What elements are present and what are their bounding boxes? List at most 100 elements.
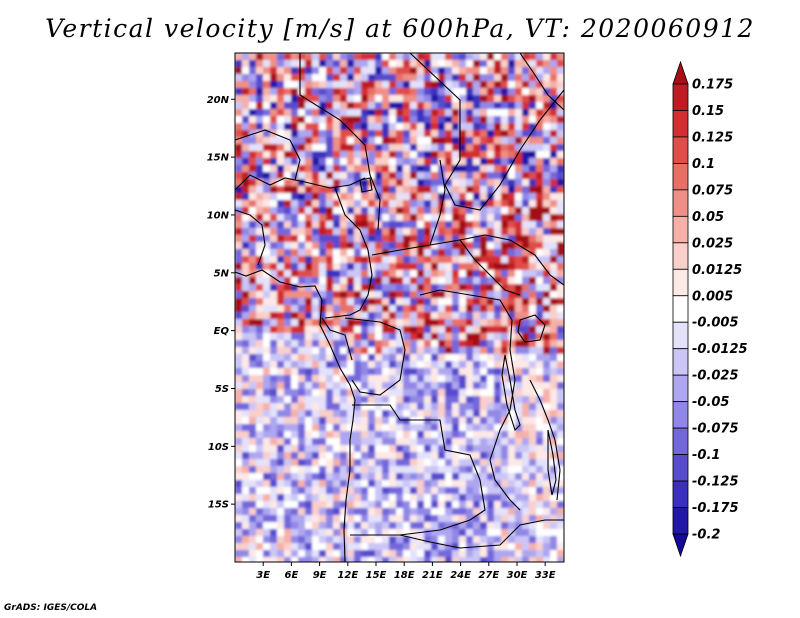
field-cell (277, 151, 285, 159)
field-cell (550, 494, 558, 502)
field-cell (438, 186, 446, 194)
field-cell (319, 417, 327, 425)
field-cell (235, 284, 243, 292)
field-cell (291, 207, 299, 215)
field-cell (431, 557, 439, 562)
field-cell (508, 130, 516, 138)
field-cell (319, 88, 327, 96)
field-cell (466, 347, 474, 355)
field-cell (445, 123, 453, 131)
colorbar-box (672, 374, 689, 403)
field-cell (487, 529, 495, 537)
field-cell (298, 494, 306, 502)
field-cell (473, 466, 481, 474)
field-cell (487, 256, 495, 264)
field-cell (522, 256, 530, 264)
field-cell (305, 536, 313, 544)
field-cell (403, 102, 411, 110)
field-cell (466, 67, 474, 75)
field-cell (438, 417, 446, 425)
field-cell (298, 242, 306, 250)
field-cell (459, 242, 467, 250)
field-cell (403, 228, 411, 236)
field-cell (473, 312, 481, 320)
field-cell (284, 312, 292, 320)
field-cell (515, 340, 523, 348)
field-cell (235, 53, 243, 61)
field-cell (410, 193, 418, 201)
field-cell (396, 291, 404, 299)
field-cell (557, 137, 564, 145)
field-cell (298, 95, 306, 103)
field-cell (459, 214, 467, 222)
field-cell (522, 95, 530, 103)
field-cell (480, 74, 488, 82)
field-cell (522, 522, 530, 530)
field-cell (242, 550, 250, 558)
field-cell (361, 543, 369, 551)
field-cell (536, 207, 544, 215)
field-cell (410, 298, 418, 306)
field-cell (312, 116, 320, 124)
field-cell (235, 529, 243, 537)
field-cell (543, 417, 551, 425)
field-cell (396, 543, 404, 551)
field-cell (529, 452, 537, 460)
field-cell (536, 494, 544, 502)
field-cell (417, 515, 425, 523)
field-cell (319, 221, 327, 229)
field-cell (389, 550, 397, 558)
field-cell (340, 375, 348, 383)
field-cell (501, 396, 509, 404)
field-cell (487, 158, 495, 166)
field-cell (333, 179, 341, 187)
field-cell (368, 221, 376, 229)
field-cell (452, 53, 460, 61)
field-cell (340, 340, 348, 348)
field-cell (319, 438, 327, 446)
field-cell (431, 95, 439, 103)
field-cell (263, 151, 271, 159)
field-cell (305, 284, 313, 292)
field-cell (424, 179, 432, 187)
field-cell (403, 557, 411, 562)
field-cell (340, 543, 348, 551)
field-cell (312, 508, 320, 516)
field-cell (235, 221, 243, 229)
field-cell (550, 396, 558, 404)
field-cell (368, 235, 376, 243)
field-cell (291, 186, 299, 194)
field-cell (557, 459, 564, 467)
field-cell (375, 459, 383, 467)
field-cell (242, 375, 250, 383)
field-cell (424, 508, 432, 516)
field-cell (347, 529, 355, 537)
field-cell (368, 277, 376, 285)
colorbar-label: 0.075 (692, 183, 733, 198)
field-cell (473, 67, 481, 75)
field-cell (333, 459, 341, 467)
field-cell (249, 326, 257, 334)
field-cell (333, 291, 341, 299)
field-cell (277, 109, 285, 117)
field-cell (445, 438, 453, 446)
field-cell (403, 88, 411, 96)
field-cell (347, 284, 355, 292)
field-cell (529, 53, 537, 61)
field-cell (291, 200, 299, 208)
field-cell (508, 536, 516, 544)
field-cell (340, 501, 348, 509)
field-cell (410, 354, 418, 362)
field-cell (333, 186, 341, 194)
field-cell (305, 382, 313, 390)
field-cell (375, 249, 383, 257)
colorbar-label: -0.2 (692, 528, 720, 543)
field-cell (522, 53, 530, 61)
field-cell (249, 186, 257, 194)
field-cell (242, 305, 250, 313)
field-cell (508, 557, 516, 562)
lon-tick-label: 3E (256, 570, 270, 581)
field-cell (445, 179, 453, 187)
field-cell (529, 508, 537, 516)
field-cell (466, 487, 474, 495)
